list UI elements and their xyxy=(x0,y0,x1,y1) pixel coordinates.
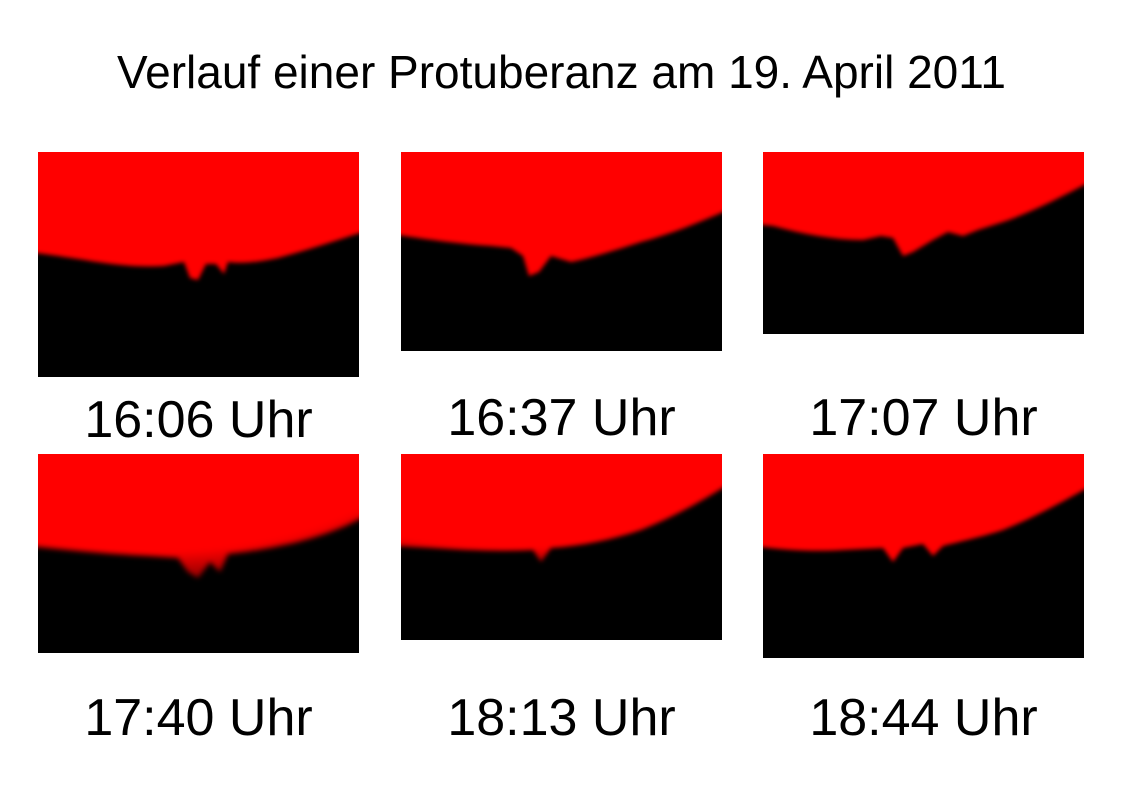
frame-caption-3: 17:07 Uhr xyxy=(809,389,1038,447)
solar-photo-6 xyxy=(763,454,1084,658)
frame-caption-1: 16:06 Uhr xyxy=(84,391,313,449)
solar-photo-4 xyxy=(38,454,359,653)
frame-caption-4: 17:40 Uhr xyxy=(84,689,313,747)
frame-caption-5: 18:13 Uhr xyxy=(447,689,676,747)
solar-photo-2 xyxy=(401,152,722,351)
page-title: Verlauf einer Protuberanz am 19. April 2… xyxy=(116,46,1007,98)
frame-caption-2: 16:37 Uhr xyxy=(447,389,676,447)
frame-caption-6: 18:44 Uhr xyxy=(809,689,1038,747)
solar-photo-3 xyxy=(763,152,1084,334)
solar-photo-5 xyxy=(401,454,722,640)
solar-photo-1 xyxy=(38,152,359,377)
